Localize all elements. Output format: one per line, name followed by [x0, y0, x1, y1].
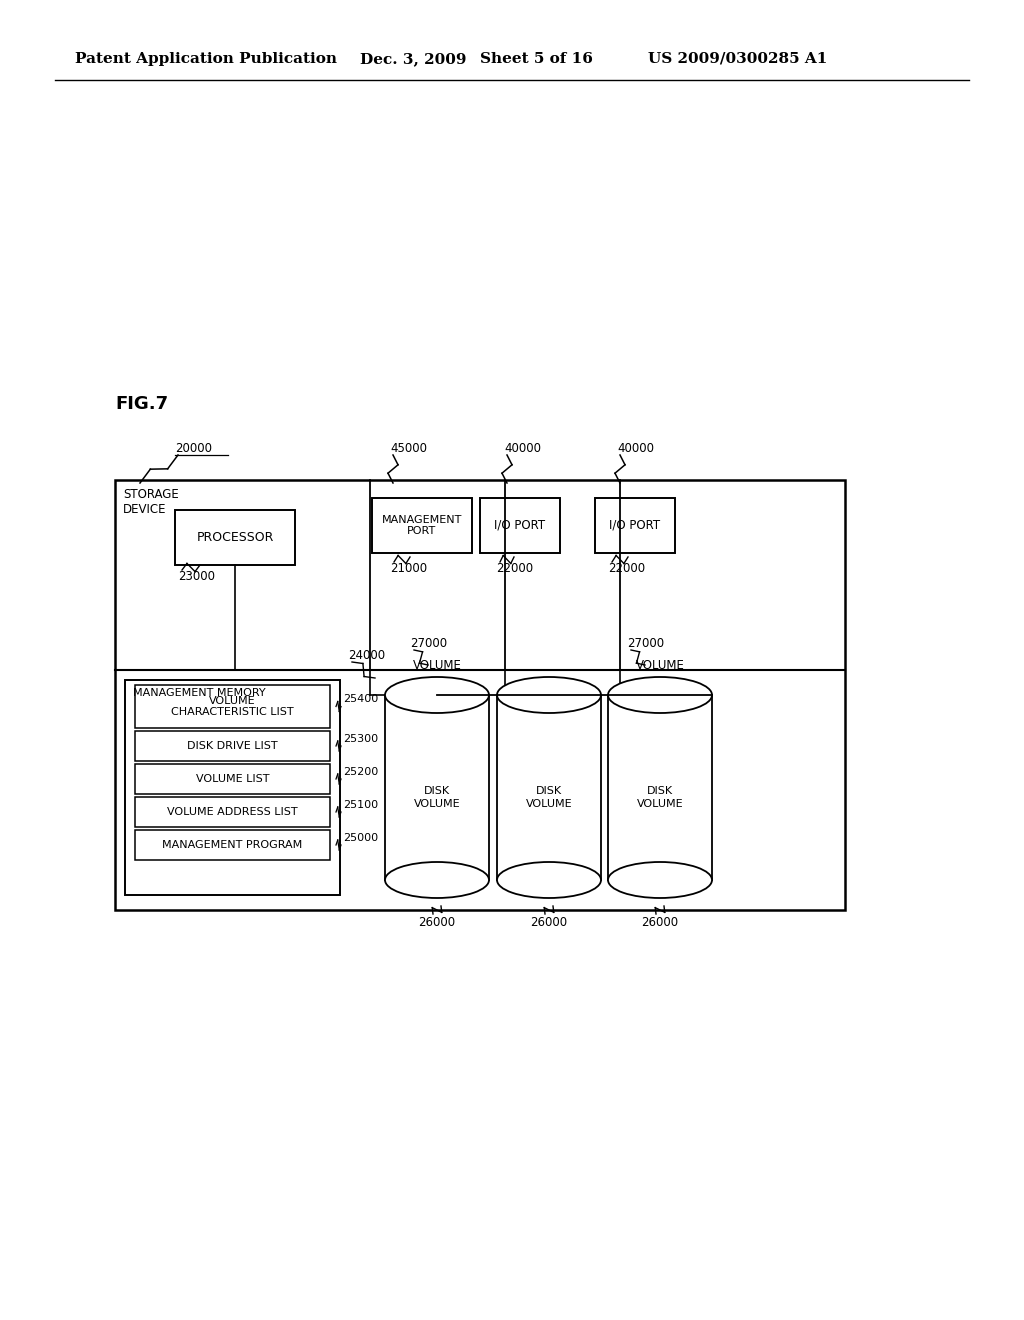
Text: STORAGE
DEVICE: STORAGE DEVICE [123, 488, 179, 516]
Text: 27000: 27000 [410, 638, 447, 649]
Text: Sheet 5 of 16: Sheet 5 of 16 [480, 51, 593, 66]
Text: MANAGEMENT MEMORY: MANAGEMENT MEMORY [133, 688, 265, 698]
Text: 27000: 27000 [627, 638, 665, 649]
Text: DISK
VOLUME: DISK VOLUME [525, 785, 572, 809]
Text: 22000: 22000 [496, 562, 534, 576]
Bar [372, 498, 472, 553]
Text: 25400: 25400 [343, 694, 378, 705]
Text: 25300: 25300 [343, 734, 378, 744]
Bar [135, 797, 330, 828]
Text: 25100: 25100 [343, 800, 378, 810]
Ellipse shape [385, 677, 489, 713]
Bar [480, 498, 560, 553]
Text: US 2009/0300285 A1: US 2009/0300285 A1 [648, 51, 827, 66]
Ellipse shape [608, 677, 712, 713]
Bar [135, 685, 330, 729]
Text: DISK DRIVE LIST: DISK DRIVE LIST [187, 741, 278, 751]
Text: 26000: 26000 [641, 916, 679, 929]
Text: FIG.7: FIG.7 [115, 395, 168, 413]
Text: Patent Application Publication: Patent Application Publication [75, 51, 337, 66]
Text: VOLUME LIST: VOLUME LIST [196, 774, 269, 784]
Text: VOLUME: VOLUME [636, 659, 684, 672]
Ellipse shape [385, 862, 489, 898]
Text: DISK
VOLUME: DISK VOLUME [414, 785, 461, 809]
Bar [595, 498, 675, 553]
Ellipse shape [497, 862, 601, 898]
Ellipse shape [497, 677, 601, 713]
Text: PROCESSOR: PROCESSOR [197, 531, 273, 544]
Text: 26000: 26000 [419, 916, 456, 929]
Text: 45000: 45000 [390, 442, 427, 455]
Text: VOLUME: VOLUME [413, 659, 462, 672]
Bar [175, 510, 295, 565]
Text: I/O PORT: I/O PORT [609, 519, 660, 532]
Bar [135, 830, 330, 861]
Bar [125, 680, 340, 895]
Text: 26000: 26000 [530, 916, 567, 929]
Text: DISK
VOLUME: DISK VOLUME [637, 785, 683, 809]
Text: 23000: 23000 [178, 570, 215, 583]
Text: Dec. 3, 2009: Dec. 3, 2009 [360, 51, 467, 66]
Text: 24000: 24000 [348, 649, 385, 663]
Text: 40000: 40000 [617, 442, 654, 455]
Text: VOLUME
CHARACTERISTIC LIST: VOLUME CHARACTERISTIC LIST [171, 696, 294, 717]
Text: 21000: 21000 [390, 562, 427, 576]
Bar [135, 764, 330, 795]
Text: MANAGEMENT
PORT: MANAGEMENT PORT [382, 515, 462, 536]
Text: 25000: 25000 [343, 833, 378, 843]
Text: 20000: 20000 [175, 442, 212, 455]
Text: 25200: 25200 [343, 767, 378, 777]
Bar [115, 480, 845, 909]
Text: MANAGEMENT PROGRAM: MANAGEMENT PROGRAM [163, 840, 303, 850]
Bar [135, 731, 330, 762]
Text: VOLUME ADDRESS LIST: VOLUME ADDRESS LIST [167, 807, 298, 817]
Text: 22000: 22000 [608, 562, 645, 576]
Text: I/O PORT: I/O PORT [495, 519, 546, 532]
Ellipse shape [608, 862, 712, 898]
Text: 40000: 40000 [504, 442, 541, 455]
